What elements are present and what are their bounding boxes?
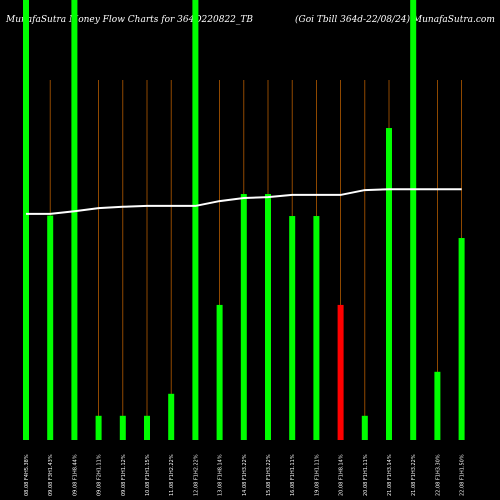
bar <box>168 393 175 440</box>
x-tick-label: 20.08 F1H8.14% <box>339 454 345 496</box>
x-tick-label: 09.08 F1H8.44% <box>72 454 78 496</box>
bar <box>265 194 271 440</box>
bar <box>289 216 296 440</box>
x-tick-label: 19.08 F1H1.11% <box>314 454 320 496</box>
bar <box>410 0 417 440</box>
x-tick-label: 22.08 F1H3.30% <box>435 454 441 496</box>
chart-title: MunafaSutra Money Flow Charts for 364D22… <box>5 15 253 25</box>
x-tick-label: 09.08 F2H1.11% <box>97 454 103 496</box>
bar <box>386 128 392 441</box>
line <box>26 188 462 215</box>
x-tick-label: 21.08 F1H3.22% <box>411 454 417 496</box>
bar <box>313 216 320 440</box>
x-tick-label: 12.08 F1H2.22% <box>193 454 199 496</box>
bar <box>95 415 102 440</box>
x-tick-label: 13.08 F1H8.14% <box>218 454 224 496</box>
bar <box>337 304 344 440</box>
x-tick-label: 09.08 F1H1.12% <box>121 454 127 496</box>
chart-subtitle: (Goi Tbill 364d-22/08/24) MunafaSutra.co… <box>295 14 495 25</box>
bar <box>23 0 29 440</box>
bar <box>361 415 368 440</box>
bar <box>47 215 54 440</box>
x-tick-label: 15.08 F1H3.22% <box>266 454 272 496</box>
bar <box>119 415 126 440</box>
bar <box>192 0 199 440</box>
x-tick-label: 11.08 F1H2.22% <box>169 454 175 496</box>
x-tick-label: 08.08 F4H5.38% <box>24 454 30 496</box>
bar <box>458 238 465 440</box>
x-tick-label: 16.08 F1H1.11% <box>290 454 296 496</box>
bar <box>240 194 247 440</box>
bar <box>144 415 150 440</box>
x-tick-label: 10.08 F1H1.15% <box>145 454 151 496</box>
x-tick-label: 14.08 F1H3.22% <box>242 454 248 496</box>
bar <box>216 304 223 440</box>
x-tick-label: 20.08 F1H1.11% <box>363 454 369 496</box>
bar <box>434 371 441 440</box>
x-tick-label: 09.08 F3H1.43% <box>48 454 54 496</box>
x-tick-label: 22.08 F1H1.50% <box>460 454 466 496</box>
bar <box>71 0 78 440</box>
x-tick-label: 21.08 F1H3.14% <box>387 454 393 496</box>
